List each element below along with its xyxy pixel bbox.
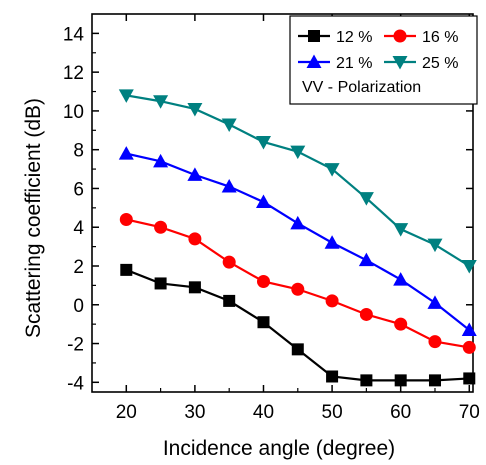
data-point xyxy=(221,118,237,132)
data-point xyxy=(392,56,408,70)
data-point xyxy=(256,275,270,289)
data-point xyxy=(120,263,133,276)
data-point xyxy=(290,215,306,230)
data-point xyxy=(255,135,271,150)
data-point xyxy=(325,294,339,308)
data-point xyxy=(462,340,476,354)
x-tick-label: 50 xyxy=(322,402,343,423)
x-tick-label: 70 xyxy=(459,402,480,423)
series-1 xyxy=(120,263,476,387)
data-point xyxy=(358,192,374,206)
data-point xyxy=(326,370,339,383)
data-point xyxy=(291,343,304,356)
y-tick-label: 12 xyxy=(63,63,84,84)
y-tick-label: -2 xyxy=(67,335,84,356)
data-point xyxy=(394,374,407,387)
series-line xyxy=(126,94,470,267)
data-point xyxy=(255,194,271,209)
data-point xyxy=(187,167,203,181)
legend-item: 21 % xyxy=(298,54,372,72)
data-point xyxy=(393,29,407,43)
y-axis-title: Scattering coefficient (dB) xyxy=(22,98,45,338)
y-tick-label: 14 xyxy=(63,24,85,45)
series-line xyxy=(126,152,470,331)
series-2 xyxy=(119,212,476,354)
legend-item: 25 % xyxy=(384,55,458,72)
data-point xyxy=(393,223,409,237)
data-point xyxy=(308,30,320,42)
y-tick-label: 2 xyxy=(73,257,84,278)
data-point xyxy=(428,374,441,387)
data-point xyxy=(223,294,236,307)
data-point xyxy=(188,232,202,246)
x-tick-label: 30 xyxy=(184,402,205,423)
data-point xyxy=(394,317,408,331)
data-point xyxy=(291,282,305,296)
x-tick-label: 40 xyxy=(253,402,274,423)
data-point xyxy=(118,146,134,160)
data-point xyxy=(118,89,134,103)
data-point xyxy=(324,235,340,249)
data-point xyxy=(324,163,340,177)
data-point xyxy=(257,316,270,329)
data-point xyxy=(154,277,167,290)
x-axis-title: Incidence angle (degree) xyxy=(163,437,395,460)
data-point xyxy=(188,281,201,294)
y-tick-label: -4 xyxy=(67,373,84,394)
data-point xyxy=(222,255,236,269)
x-tick-label: 60 xyxy=(390,402,411,423)
y-tick-label: 8 xyxy=(73,141,84,162)
data-point xyxy=(461,260,477,274)
series-4 xyxy=(118,89,477,274)
data-point xyxy=(461,322,477,336)
series-layer xyxy=(118,89,477,387)
legend-box xyxy=(289,15,478,105)
data-point xyxy=(119,212,133,226)
legend-item: 12 % xyxy=(298,29,372,46)
data-point xyxy=(290,145,306,160)
data-point xyxy=(427,295,443,309)
y-tick-label: 0 xyxy=(73,296,84,317)
polarization-annotation: VV - Polarization xyxy=(302,79,421,96)
y-tick-label: 4 xyxy=(73,218,84,239)
data-point xyxy=(358,252,374,267)
data-point xyxy=(306,54,322,68)
data-point xyxy=(187,102,203,117)
data-point xyxy=(428,335,442,349)
legend-item: 16 % xyxy=(384,29,458,46)
data-point xyxy=(393,272,409,286)
data-point xyxy=(359,307,373,321)
legend: 12 % 16 % 21 % 25 % xyxy=(289,15,478,105)
data-point xyxy=(463,372,476,385)
legend-label: 12 % xyxy=(336,29,372,46)
y-tick-label: 10 xyxy=(63,102,84,123)
legend-label: 25 % xyxy=(422,55,458,72)
data-point xyxy=(427,238,443,253)
data-point xyxy=(154,220,168,234)
x-tick-label: 20 xyxy=(116,402,137,423)
legend-label: 21 % xyxy=(336,55,372,72)
data-point xyxy=(153,95,169,109)
data-point xyxy=(153,153,169,168)
y-tick-label: 6 xyxy=(73,179,84,200)
data-point xyxy=(360,374,373,387)
series-3 xyxy=(118,146,477,336)
data-point xyxy=(221,179,237,193)
legend-label: 16 % xyxy=(422,29,458,46)
plot-frame xyxy=(91,13,474,393)
